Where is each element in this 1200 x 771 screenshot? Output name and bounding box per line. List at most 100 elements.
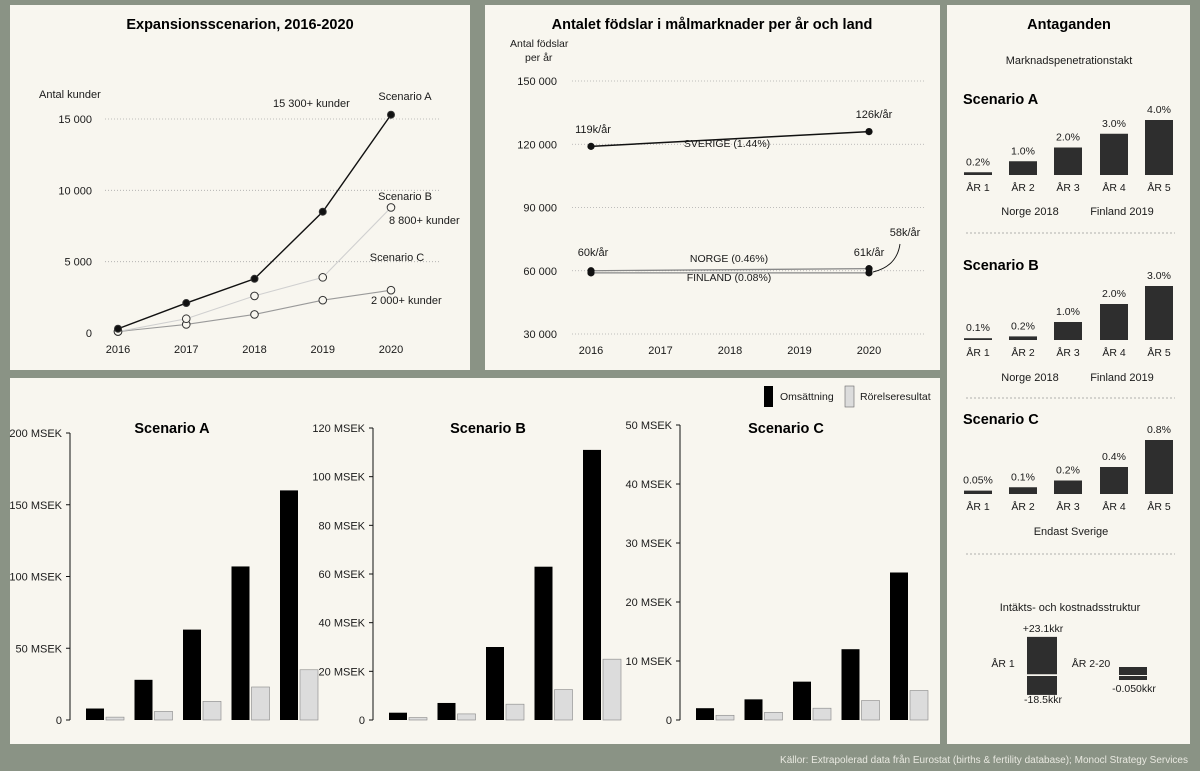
scenario-b-bars-y-tick: 120 MSEK	[312, 423, 365, 435]
scenario-a-bars-bar-omsattning	[183, 629, 201, 720]
penetration-bar	[1100, 133, 1128, 175]
penetration-bar	[964, 172, 992, 175]
structure-cost-bar	[1027, 676, 1057, 695]
births-panel	[485, 5, 940, 370]
scenario-b-bars-y-tick: 80 MSEK	[319, 520, 366, 532]
penetration-year: ÅR 1	[966, 500, 990, 513]
scenario-b-bars-bar-rorelseresultat	[505, 703, 525, 721]
structure-year-label: ÅR 1	[991, 657, 1015, 670]
structure-revenue-bar	[1027, 636, 1057, 675]
penetration-year: ÅR 4	[1102, 181, 1126, 194]
scenario-b-bars-bar-omsattning	[389, 712, 407, 720]
penetration-bar	[1145, 286, 1173, 340]
scenario-b-bars-bar-omsattning	[534, 566, 553, 720]
scenario-a-bars-bar-rorelseresultat	[202, 701, 222, 721]
births-y-tick: 120 000	[517, 139, 557, 151]
scenario-b-bars-y-tick: 40 MSEK	[319, 618, 366, 630]
scenario-a-bars-bar-omsattning	[280, 490, 298, 720]
births-x-tick: 2020	[857, 345, 881, 357]
births-series-name: SVERIGE (1.44%)	[684, 138, 770, 150]
expansion-x-tick: 2018	[242, 344, 266, 356]
assumptions-note: Finland 2019	[1090, 206, 1154, 218]
expansion-point	[250, 274, 259, 283]
penetration-year: ÅR 5	[1147, 181, 1171, 194]
assumptions-scenario-heading: Scenario A	[963, 92, 1039, 108]
births-y-label: Antal födslar	[510, 38, 569, 50]
scenario-c-bars-bar-omsattning	[890, 572, 908, 720]
scenario-b-bars-y-tick: 60 MSEK	[319, 569, 366, 581]
scenario-c-bars-title: Scenario C	[748, 421, 824, 437]
penetration-label: 0.2%	[1011, 320, 1035, 332]
penetration-label: 3.0%	[1147, 270, 1171, 282]
scenario-b-bars-y-tick: 20 MSEK	[319, 666, 366, 678]
penetration-year: ÅR 5	[1147, 346, 1171, 359]
scenario-a-bars-y-tick: 0	[56, 715, 62, 727]
scenario-b-bars-bar-rorelseresultat	[602, 658, 622, 721]
births-title: Antalet födslar i målmarknader per år oc…	[552, 17, 873, 33]
births-start-label: 119k/år	[575, 124, 611, 136]
assumptions-note: Norge 2018	[1001, 372, 1059, 384]
births-point	[587, 142, 595, 150]
scenario-b-bars-bar-omsattning	[437, 702, 456, 720]
births-series-name: NORGE (0.46%)	[690, 253, 768, 265]
births-end-label: 58k/år	[890, 227, 921, 239]
births-y-tick: 30 000	[523, 329, 557, 341]
structure-year2-cost-bar	[1119, 676, 1147, 680]
births-point	[865, 269, 873, 277]
scenario-c-bars-bar-omsattning	[744, 699, 763, 720]
penetration-year: ÅR 2	[1011, 181, 1035, 194]
structure-year2-bar	[1119, 667, 1147, 675]
expansion-series-name-c: Scenario C	[370, 252, 424, 264]
scenario-c-bars-y-tick: 20 MSEK	[626, 597, 673, 609]
expansion-annotation-b: 8 800+ kunder	[389, 215, 460, 227]
scenario-b-bars-y-tick: 100 MSEK	[312, 472, 365, 484]
expansion-point	[318, 207, 327, 216]
expansion-y-tick: 15 000	[58, 114, 92, 126]
scenario-a-bars-bar-rorelseresultat	[154, 711, 173, 721]
penetration-label: 0.2%	[1056, 465, 1080, 477]
penetration-year: ÅR 3	[1056, 346, 1080, 359]
expansion-annotation-a: 15 300+ kunder	[273, 98, 350, 110]
scenario-a-bars-bar-rorelseresultat	[105, 716, 125, 721]
penetration-label: 0.2%	[966, 156, 990, 168]
scenario-a-bars-bar-rorelseresultat	[251, 686, 270, 721]
penetration-label: 2.0%	[1102, 288, 1126, 300]
expansion-point	[386, 285, 396, 295]
penetration-bar	[1009, 336, 1037, 340]
births-callout-line	[872, 243, 901, 273]
expansion-x-tick: 2016	[106, 344, 130, 356]
penetration-label: 4.0%	[1147, 104, 1171, 116]
scenario-b-bars-title: Scenario B	[450, 421, 526, 437]
births-series-name: FINLAND (0.08%)	[687, 272, 772, 284]
source-footer: Källor: Extrapolerad data från Eurostat …	[780, 755, 1188, 766]
scenario-a-bars-y-tick: 100 MSEK	[9, 572, 62, 584]
births-x-tick: 2018	[718, 345, 742, 357]
births-y-tick: 150 000	[517, 76, 557, 88]
scenario-b-bars-bar-omsattning	[486, 647, 504, 720]
expansion-y-tick: 0	[86, 328, 92, 340]
scenario-c-bars-bar-rorelseresultat	[812, 707, 832, 721]
births-y-tick: 60 000	[523, 266, 557, 278]
bar-legend-label: Rörelseresultat	[860, 391, 931, 403]
scenario-c-bars-y-tick: 30 MSEK	[626, 538, 673, 550]
assumptions-scenario-heading: Scenario C	[963, 412, 1039, 428]
births-point	[865, 128, 873, 136]
scenario-c-bars-bar-rorelseresultat	[715, 714, 735, 721]
penetration-label: 0.8%	[1147, 424, 1171, 436]
scenario-b-bars-bar-rorelseresultat	[554, 689, 573, 721]
penetration-year: ÅR 3	[1056, 500, 1080, 513]
scenario-c-bars-bar-rorelseresultat	[861, 700, 880, 721]
expansion-point	[181, 314, 191, 324]
expansion-y-tick: 5 000	[64, 257, 92, 269]
expansion-point	[318, 273, 328, 282]
structure-title: Intäkts- och kostnadsstruktur	[1000, 602, 1141, 614]
penetration-bar	[1009, 161, 1037, 175]
births-x-tick: 2017	[648, 345, 672, 357]
assumptions-scenario-heading: Scenario B	[963, 258, 1039, 274]
scenario-a-bars-title: Scenario A	[134, 421, 210, 437]
births-y-tick: 90 000	[523, 203, 557, 215]
expansion-point	[250, 291, 259, 301]
expansion-point	[182, 299, 191, 308]
expansion-series-name-a: Scenario A	[378, 91, 432, 103]
penetration-year: ÅR 1	[966, 181, 990, 194]
